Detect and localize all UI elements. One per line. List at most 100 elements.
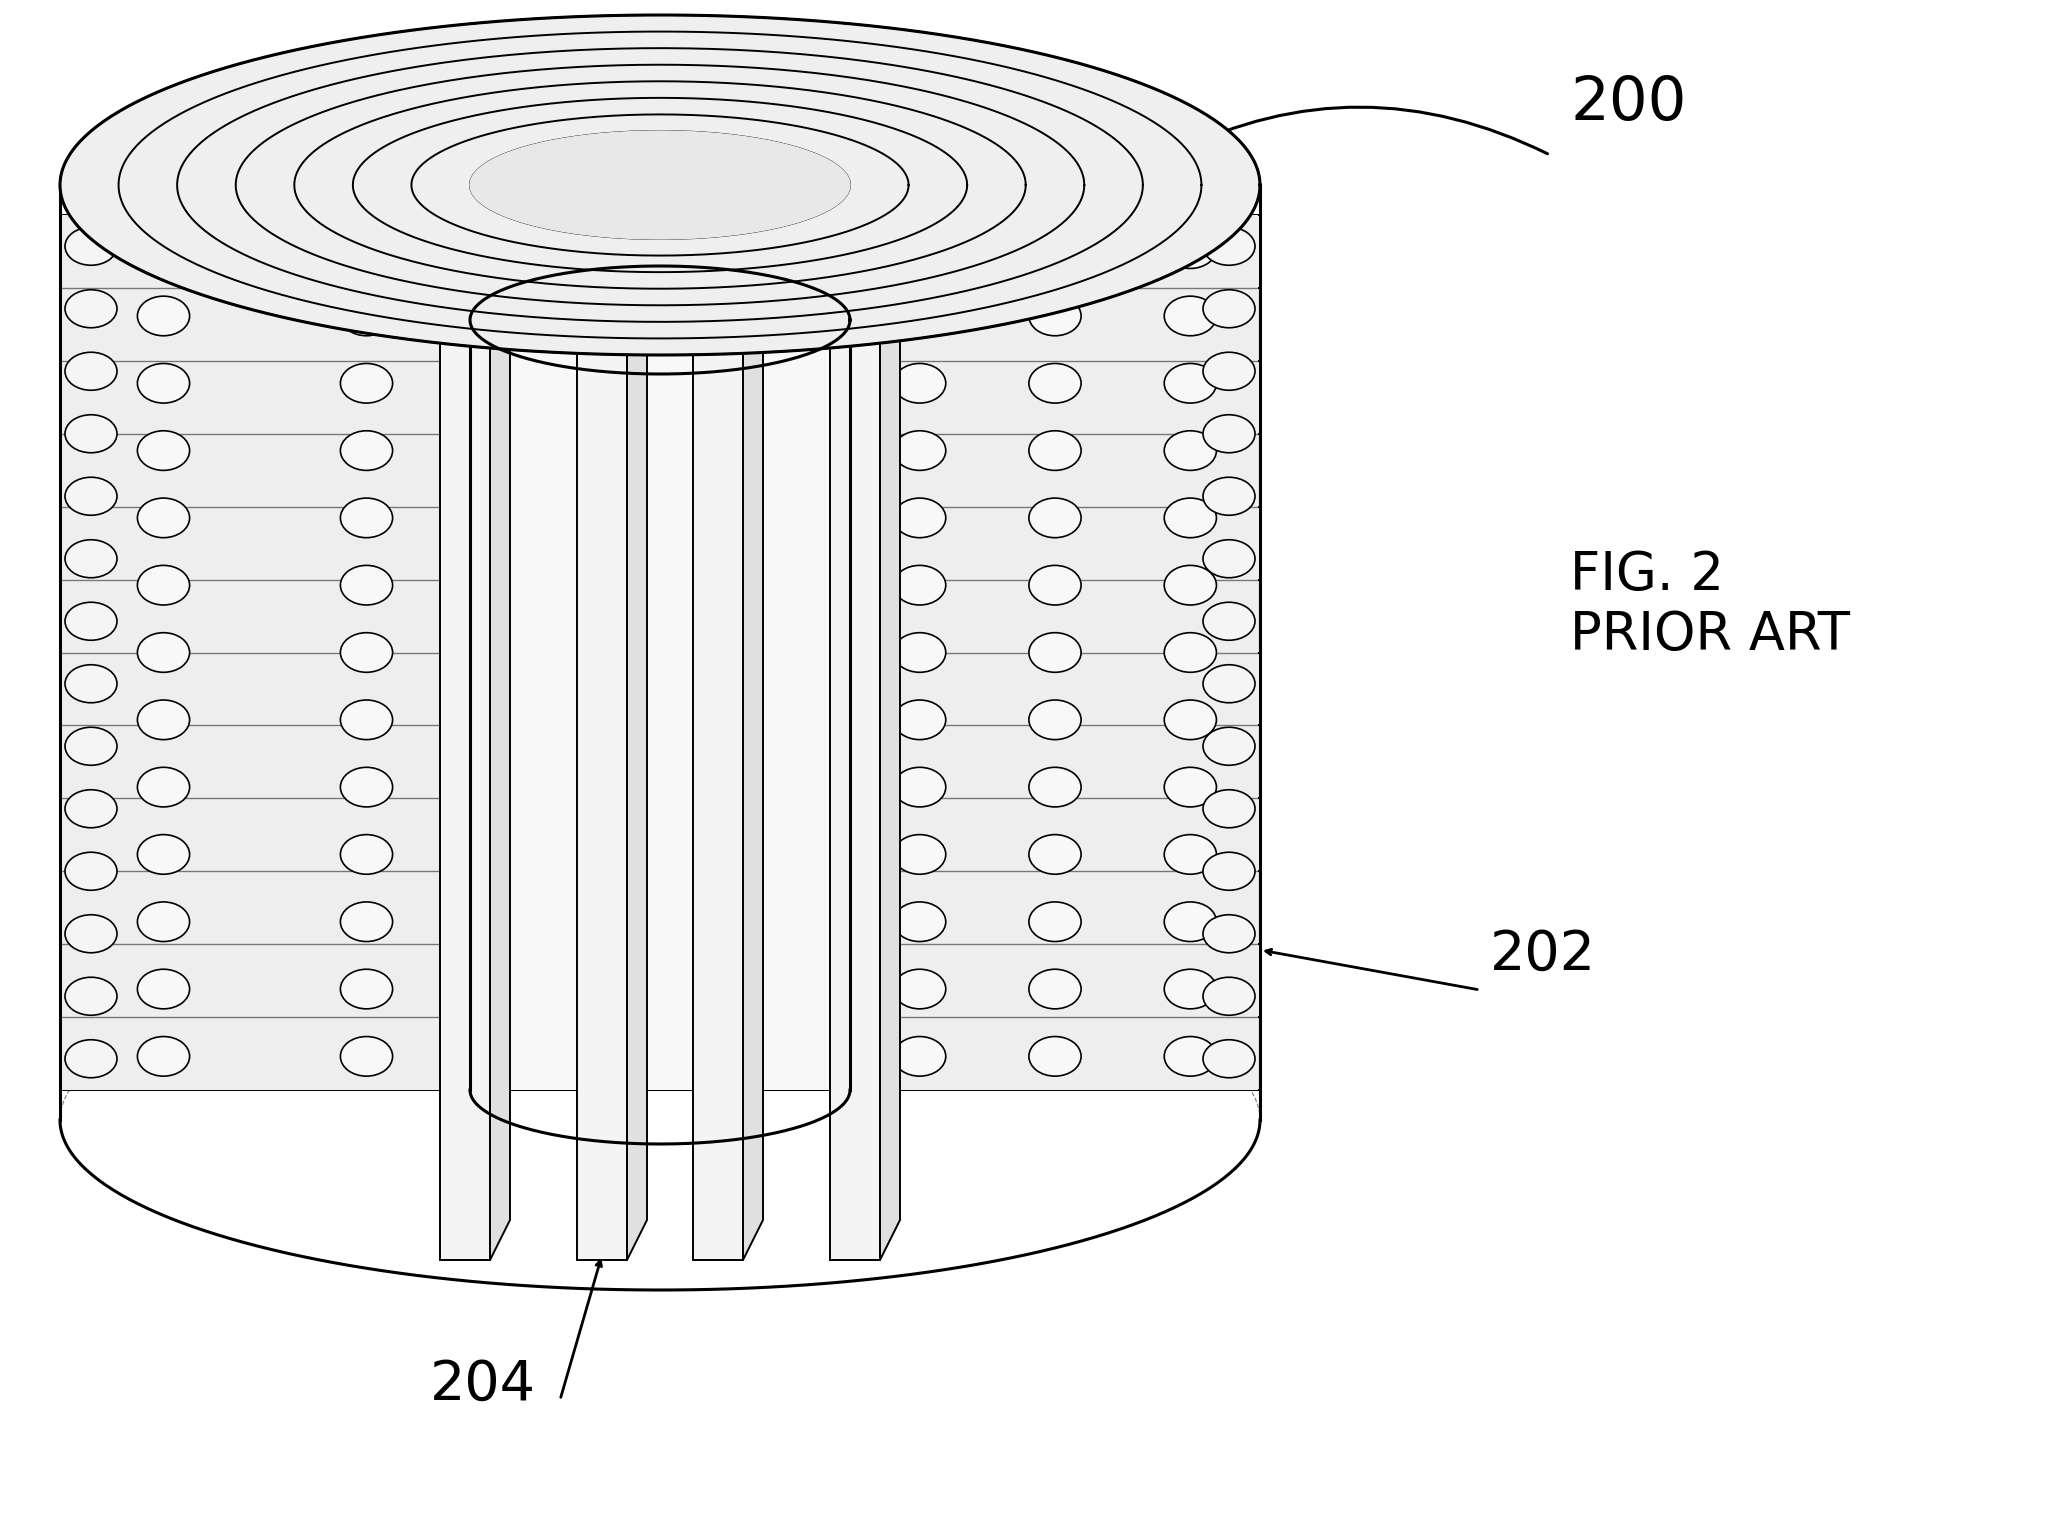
Ellipse shape xyxy=(894,768,945,807)
Ellipse shape xyxy=(1164,430,1216,470)
Ellipse shape xyxy=(66,415,117,453)
Polygon shape xyxy=(59,288,1261,360)
Ellipse shape xyxy=(894,363,945,403)
Ellipse shape xyxy=(1203,290,1255,328)
Ellipse shape xyxy=(1029,363,1080,403)
Polygon shape xyxy=(59,1018,1261,1090)
Ellipse shape xyxy=(66,665,117,703)
Ellipse shape xyxy=(137,296,189,336)
Ellipse shape xyxy=(340,566,394,604)
Ellipse shape xyxy=(1029,969,1080,1009)
Bar xyxy=(853,215,1259,1090)
Ellipse shape xyxy=(894,902,945,942)
Ellipse shape xyxy=(1029,566,1080,604)
Ellipse shape xyxy=(1164,969,1216,1009)
Polygon shape xyxy=(59,653,1261,725)
Ellipse shape xyxy=(340,768,394,807)
Ellipse shape xyxy=(1164,700,1216,740)
Polygon shape xyxy=(627,66,648,1260)
Ellipse shape xyxy=(66,227,117,266)
Ellipse shape xyxy=(1203,914,1255,952)
Bar xyxy=(469,215,851,1090)
Ellipse shape xyxy=(1203,603,1255,641)
Bar xyxy=(62,215,467,1090)
Ellipse shape xyxy=(340,700,394,740)
Polygon shape xyxy=(879,66,900,1260)
Ellipse shape xyxy=(1203,790,1255,827)
Ellipse shape xyxy=(66,728,117,765)
Ellipse shape xyxy=(1164,566,1216,604)
Ellipse shape xyxy=(340,969,394,1009)
Ellipse shape xyxy=(137,229,189,269)
Ellipse shape xyxy=(137,363,189,403)
Ellipse shape xyxy=(1203,852,1255,890)
Ellipse shape xyxy=(1203,1039,1255,1077)
Ellipse shape xyxy=(894,296,945,336)
Ellipse shape xyxy=(340,633,394,673)
Ellipse shape xyxy=(340,430,394,470)
Ellipse shape xyxy=(1029,902,1080,942)
Polygon shape xyxy=(490,66,510,1260)
Ellipse shape xyxy=(894,1036,945,1076)
Ellipse shape xyxy=(1029,229,1080,269)
Polygon shape xyxy=(441,66,510,105)
Polygon shape xyxy=(830,66,900,105)
Ellipse shape xyxy=(66,603,117,641)
Ellipse shape xyxy=(1203,665,1255,703)
Polygon shape xyxy=(576,66,648,105)
Ellipse shape xyxy=(66,914,117,952)
Ellipse shape xyxy=(66,790,117,827)
Ellipse shape xyxy=(1164,768,1216,807)
Ellipse shape xyxy=(1029,1036,1080,1076)
Ellipse shape xyxy=(137,768,189,807)
Ellipse shape xyxy=(137,700,189,740)
Bar xyxy=(441,105,490,1260)
Ellipse shape xyxy=(340,835,394,874)
Ellipse shape xyxy=(66,852,117,890)
Ellipse shape xyxy=(1029,768,1080,807)
Ellipse shape xyxy=(894,229,945,269)
Polygon shape xyxy=(469,131,851,240)
Ellipse shape xyxy=(1203,728,1255,765)
Ellipse shape xyxy=(1029,835,1080,874)
Ellipse shape xyxy=(137,497,189,537)
Ellipse shape xyxy=(894,566,945,604)
Polygon shape xyxy=(59,15,1261,320)
Polygon shape xyxy=(59,871,1261,945)
Polygon shape xyxy=(59,798,1261,871)
Ellipse shape xyxy=(1164,363,1216,403)
Ellipse shape xyxy=(1029,296,1080,336)
Ellipse shape xyxy=(1164,835,1216,874)
Ellipse shape xyxy=(137,566,189,604)
Polygon shape xyxy=(742,66,763,1260)
Ellipse shape xyxy=(1203,353,1255,391)
Polygon shape xyxy=(693,66,763,105)
Ellipse shape xyxy=(1164,1036,1216,1076)
Ellipse shape xyxy=(1164,902,1216,942)
Polygon shape xyxy=(59,945,1261,1018)
Ellipse shape xyxy=(1203,977,1255,1015)
Ellipse shape xyxy=(894,633,945,673)
Polygon shape xyxy=(59,360,1261,433)
Ellipse shape xyxy=(66,1039,117,1077)
Ellipse shape xyxy=(137,633,189,673)
Polygon shape xyxy=(59,433,1261,507)
Ellipse shape xyxy=(137,969,189,1009)
Text: 204: 204 xyxy=(430,1358,535,1412)
Ellipse shape xyxy=(1164,296,1216,336)
Ellipse shape xyxy=(340,363,394,403)
Ellipse shape xyxy=(137,430,189,470)
Ellipse shape xyxy=(1029,430,1080,470)
Polygon shape xyxy=(59,725,1261,798)
Text: 202: 202 xyxy=(1490,928,1597,983)
Text: PRIOR ART: PRIOR ART xyxy=(1570,609,1849,661)
Ellipse shape xyxy=(894,430,945,470)
Ellipse shape xyxy=(340,497,394,537)
Ellipse shape xyxy=(340,229,394,269)
Ellipse shape xyxy=(137,835,189,874)
Ellipse shape xyxy=(340,296,394,336)
Ellipse shape xyxy=(894,969,945,1009)
Ellipse shape xyxy=(66,540,117,578)
Ellipse shape xyxy=(1029,700,1080,740)
Ellipse shape xyxy=(1029,497,1080,537)
